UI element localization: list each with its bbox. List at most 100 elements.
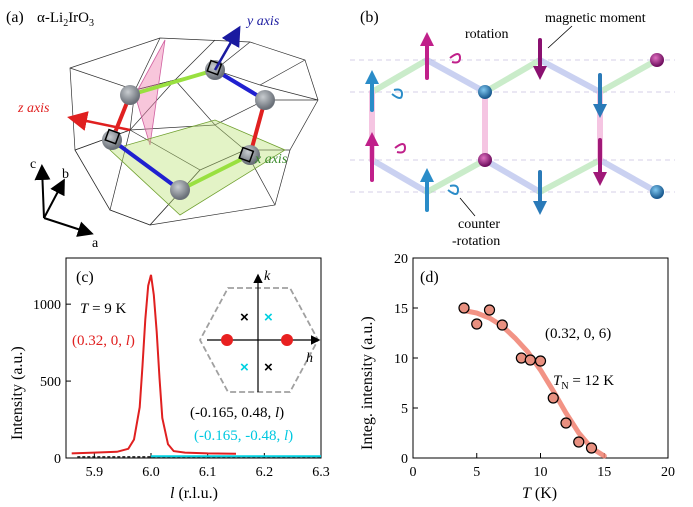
lattice-b-arrow bbox=[43, 178, 65, 219]
cyan-cross-marker: × bbox=[240, 359, 249, 376]
plot-c-ticks: 5.9 6.0 6.1 6.2 6.3 0 500 1000 bbox=[33, 298, 330, 480]
plot-d-ytick-label: 5 bbox=[401, 402, 408, 417]
x-axis-label: x axis bbox=[254, 152, 288, 167]
data-point bbox=[547, 392, 559, 404]
square-marker bbox=[104, 128, 121, 145]
panel-c: 5.9 6.0 6.1 6.2 6.3 0 500 1000 (c) T = 9 K Inte… bbox=[9, 257, 330, 502]
data-points bbox=[458, 302, 598, 454]
series-line-red bbox=[71, 274, 237, 455]
spin-arrow-head bbox=[365, 70, 379, 84]
plot-c-xtick-label: 5.9 bbox=[86, 465, 104, 480]
lattice-b-label: b bbox=[62, 167, 69, 182]
data-point bbox=[585, 442, 598, 454]
bond-green-bottom bbox=[179, 153, 251, 192]
k-label: k bbox=[264, 269, 271, 284]
plot-c-xtick-label: 6.0 bbox=[142, 465, 160, 480]
plot-c-temperature: T = 9 K bbox=[80, 301, 127, 317]
green-plane bbox=[109, 119, 286, 216]
lattice-c-label: c bbox=[30, 157, 36, 172]
plot-d-neel-temperature: TN = 12 K bbox=[553, 373, 614, 392]
ir-atom-cyan bbox=[650, 185, 664, 199]
square-marker bbox=[238, 146, 255, 163]
spin-arrow-head bbox=[593, 104, 607, 118]
ir-atom-magenta bbox=[650, 53, 664, 67]
spin-arrow-head bbox=[533, 66, 547, 80]
plot-c-xtick-label: 6.1 bbox=[199, 465, 217, 480]
leader-line bbox=[547, 25, 573, 49]
ir-atom-magenta bbox=[478, 153, 492, 167]
spin-arrow-head bbox=[533, 201, 547, 215]
panel-b-label: (b) bbox=[360, 9, 379, 26]
panel-a-label: (a) bbox=[6, 9, 24, 26]
data-point bbox=[483, 304, 496, 316]
panel-a: (a) α-Li2IrO3 bbox=[6, 9, 319, 251]
plot-d-ytick-label: 0 bbox=[401, 452, 408, 467]
plot-d-ticks: 0 5 10 15 20 0 5 10 15 20 bbox=[394, 252, 675, 480]
bond-green bbox=[424, 157, 488, 195]
counter-rotation-curl bbox=[391, 88, 404, 99]
counter-rotation-label-1: counter bbox=[458, 217, 500, 232]
y-axis-arrow bbox=[213, 25, 241, 71]
plot-d-ytick-label: 20 bbox=[394, 252, 408, 267]
pink-octahedron-face bbox=[134, 39, 166, 146]
black-cross-marker: × bbox=[240, 309, 249, 326]
z-axis-arrow bbox=[67, 111, 131, 132]
ir-atom bbox=[120, 85, 140, 105]
spin-arrow-head bbox=[593, 172, 607, 186]
plot-d-ylabel: Integ. intensity (a.u.) bbox=[359, 316, 376, 450]
plot-d-xtick-label: 15 bbox=[597, 465, 611, 480]
lattice-a-arrow bbox=[43, 217, 94, 237]
data-point bbox=[471, 318, 483, 330]
panel-d-label: (d) bbox=[420, 269, 439, 286]
cyan-cross-marker: × bbox=[264, 309, 273, 326]
bond-green-top bbox=[129, 68, 216, 97]
plot-d-xtick-label: 20 bbox=[661, 465, 675, 480]
plot-d-xtick-label: 5 bbox=[473, 465, 480, 480]
inset-reciprocal-space: k h × × × × bbox=[198, 269, 321, 393]
bond-blue-left bbox=[110, 138, 182, 192]
compound-formula: α-Li2IrO3 bbox=[37, 10, 94, 29]
data-point bbox=[458, 302, 470, 314]
counter-rotation-label-2: -rotation bbox=[452, 234, 500, 249]
bond-blue bbox=[537, 57, 603, 95]
plot-d-wavevector: (0.32, 0, 6) bbox=[545, 326, 611, 342]
bond-blue bbox=[424, 57, 488, 95]
plot-c-xlabel: l (r.l.u.) bbox=[170, 485, 218, 502]
data-point bbox=[515, 352, 527, 364]
leader-line bbox=[459, 197, 476, 217]
counter-rotation-curl bbox=[447, 184, 460, 195]
rotation-curl bbox=[449, 53, 462, 64]
bond-green bbox=[369, 57, 430, 95]
panel-d: 0 5 10 15 20 0 5 10 15 20 (d) (0.32, 0, 6) TN = 1… bbox=[359, 252, 675, 502]
data-point bbox=[534, 355, 547, 367]
bond-green bbox=[482, 57, 543, 95]
ir-atom bbox=[255, 90, 275, 110]
red-peak-marker bbox=[281, 334, 293, 346]
spin-arrow-head bbox=[365, 132, 379, 146]
plot-c-ytick-label: 500 bbox=[40, 375, 61, 390]
plot-c-ylabel: Intensity (a.u.) bbox=[9, 346, 26, 440]
legend-cyan: (-0.165, -0.48, l) bbox=[194, 428, 293, 444]
plot-c-xtick-label: 6.2 bbox=[256, 465, 274, 480]
plot-d-xlabel: T (K) bbox=[522, 485, 557, 502]
data-point bbox=[573, 436, 585, 448]
legend-red: (0.32, 0, l) bbox=[72, 333, 135, 349]
plot-d-ytick-label: 15 bbox=[394, 302, 408, 317]
bond-blue bbox=[597, 157, 660, 195]
h-label: h bbox=[306, 351, 313, 366]
bond-blue bbox=[482, 157, 543, 195]
plot-c-ytick-label: 0 bbox=[54, 452, 61, 467]
red-peak-marker bbox=[221, 334, 233, 346]
plot-c-frame bbox=[65, 257, 322, 459]
lattice-a-label: a bbox=[92, 236, 99, 251]
rotation-curl bbox=[394, 143, 407, 154]
rotation-label: rotation bbox=[465, 27, 509, 42]
plot-c-xtick-label: 6.3 bbox=[312, 465, 330, 480]
magnetic-moment-label: magnetic moment bbox=[545, 11, 646, 26]
square-marker bbox=[206, 59, 223, 76]
panel-c-label: (c) bbox=[76, 269, 94, 286]
data-point bbox=[524, 354, 536, 366]
ir-atom bbox=[170, 180, 190, 200]
black-cross-marker: × bbox=[264, 359, 273, 376]
legend-black: (-0.165, 0.48, l) bbox=[190, 405, 284, 421]
